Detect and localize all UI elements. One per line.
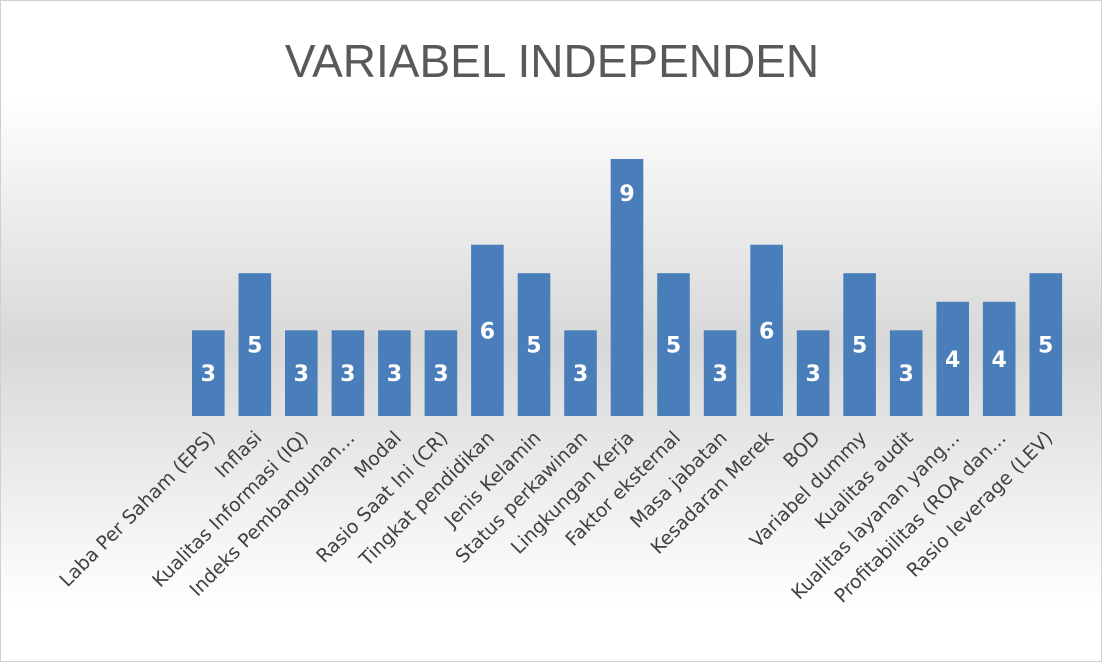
data-label-12: 3	[712, 362, 727, 387]
chart-title: VARIABEL INDEPENDEN	[285, 35, 819, 87]
bar-16	[889, 330, 923, 416]
data-label-1: 3	[201, 362, 216, 387]
bar-8	[517, 273, 551, 416]
bar-12	[703, 330, 737, 416]
bar-3	[285, 330, 318, 416]
data-label-16: 3	[899, 362, 914, 387]
bar-14	[796, 330, 830, 416]
bar-6	[424, 330, 458, 416]
data-label-7: 6	[480, 319, 495, 344]
category-label-1: Laba Per Saham (EPS)	[55, 427, 219, 591]
bar-13	[750, 244, 783, 416]
bar-15	[843, 273, 876, 416]
data-label-18: 4	[992, 348, 1007, 373]
value-labels-group: 3 5 3 3 3 3 6 5 3 9 5 3 6 3 5 3 4 4 5	[201, 182, 1054, 387]
bar-18	[982, 301, 1016, 416]
data-label-10: 9	[619, 182, 634, 207]
data-label-13: 6	[759, 319, 774, 344]
data-label-15: 5	[852, 334, 867, 359]
data-label-14: 3	[805, 362, 820, 387]
bar-4	[331, 330, 365, 416]
data-label-4: 3	[340, 362, 355, 387]
data-label-3: 3	[294, 362, 309, 387]
data-label-9: 3	[573, 362, 588, 387]
bar-9	[564, 330, 597, 416]
bar-11	[657, 273, 690, 416]
data-label-5: 3	[387, 362, 402, 387]
bar-1	[192, 330, 225, 416]
bar-2	[238, 273, 272, 416]
bars-group	[192, 159, 1063, 416]
bar-5	[378, 330, 411, 416]
bar-10	[610, 159, 644, 416]
data-label-19: 5	[1038, 334, 1053, 359]
data-label-2: 5	[247, 334, 262, 359]
data-label-17: 4	[945, 348, 960, 373]
data-label-8: 5	[526, 334, 541, 359]
data-label-6: 3	[433, 362, 448, 387]
data-label-11: 5	[666, 334, 681, 359]
bar-19	[1029, 273, 1063, 416]
bar-7	[471, 244, 504, 416]
bar-17	[936, 301, 969, 416]
